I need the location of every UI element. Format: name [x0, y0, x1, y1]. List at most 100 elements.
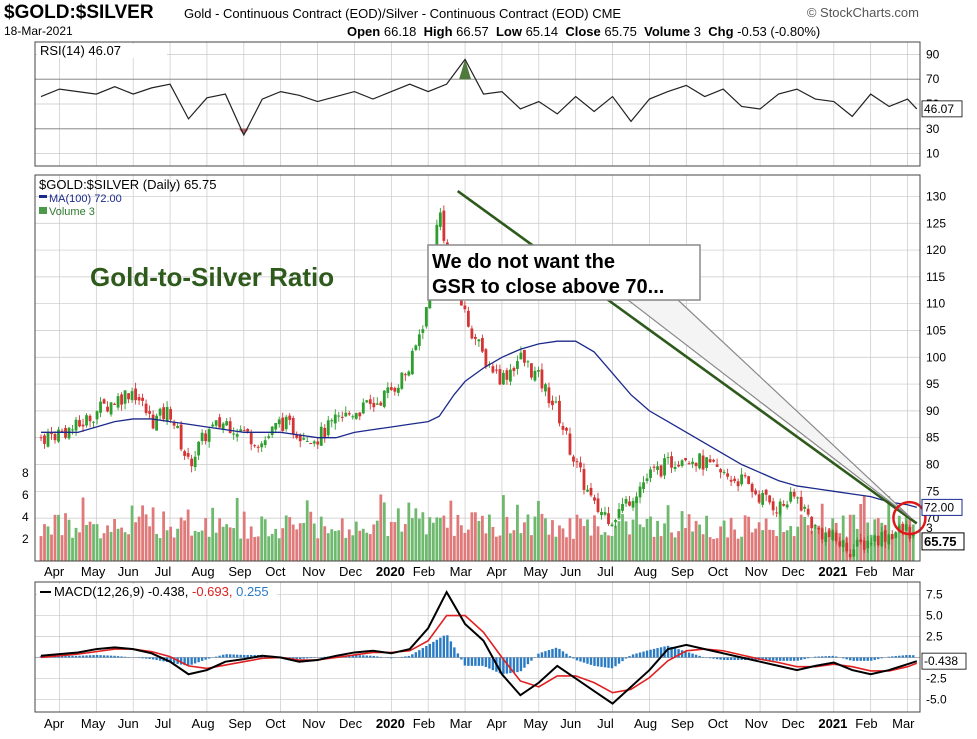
candle-body	[165, 406, 169, 422]
price-tick-label: 90	[926, 404, 940, 418]
upper-date-label: Nov	[745, 564, 769, 579]
macd-line	[40, 589, 918, 705]
macd-hist-bar	[726, 657, 729, 660]
price-tick-label: 75	[926, 484, 940, 498]
candle-body	[393, 387, 397, 392]
candle-body	[354, 413, 358, 419]
candle-body	[158, 408, 162, 416]
volume-bar	[740, 536, 744, 561]
candle-body	[260, 443, 264, 448]
candle-body	[442, 210, 446, 241]
candle-body	[862, 540, 866, 550]
volume-bar	[659, 536, 663, 561]
candle-body	[326, 420, 330, 436]
volume-bar	[484, 533, 488, 561]
volume-bar	[901, 530, 905, 561]
volume-bar	[365, 532, 369, 561]
volume-bar	[502, 495, 505, 561]
volume-bar	[750, 532, 754, 561]
macd-hist-bar	[842, 657, 845, 659]
candle-body	[386, 387, 390, 394]
candle-body	[537, 370, 540, 372]
upper-date-label: Oct	[708, 564, 729, 579]
macd-hist-bar	[603, 657, 607, 668]
chg-label: Chg	[708, 24, 734, 39]
macd-hist-bar	[673, 648, 677, 658]
volume-bar	[284, 515, 288, 561]
volume-bar	[736, 538, 740, 561]
volume-bar	[540, 513, 544, 561]
candle-body	[382, 390, 386, 407]
volume-bar	[509, 533, 512, 561]
macd-hist-bar	[228, 654, 232, 658]
candle-body	[151, 414, 155, 429]
volume-bar	[141, 505, 144, 561]
volume-bar	[526, 514, 530, 561]
macd-hist-bar	[621, 657, 624, 662]
macd-hist-bar	[579, 657, 582, 662]
volume-bar	[197, 532, 201, 561]
candle-body	[771, 501, 775, 511]
candle-body	[883, 530, 887, 542]
candle-body	[78, 420, 81, 427]
candle-body	[869, 543, 873, 545]
macd-hist-bar	[544, 651, 547, 658]
candle-body	[211, 424, 215, 427]
macd-hist-bar	[137, 657, 141, 659]
volume-bar	[239, 538, 243, 561]
candle-body	[887, 534, 891, 545]
candle-body	[519, 352, 523, 360]
volume-bar	[155, 533, 159, 561]
candle-body	[722, 471, 726, 473]
price-tick-label: 100	[926, 350, 946, 364]
volume-bar	[316, 538, 320, 561]
candle-body	[291, 417, 295, 435]
candle-body	[130, 391, 134, 401]
macd-hist-bar	[148, 657, 151, 659]
candle-body	[834, 532, 838, 542]
macd-hist-bar	[232, 654, 235, 658]
volume-bar	[148, 526, 151, 561]
volume-bar	[677, 531, 680, 561]
volume-bar	[887, 496, 891, 561]
candle-body	[169, 409, 173, 420]
volume-bar	[803, 516, 807, 561]
macd-hist-bar	[60, 655, 64, 658]
volume-bar	[890, 538, 894, 561]
volume-bar	[645, 518, 649, 561]
macd-hist-bar	[736, 657, 740, 660]
macd-hist-bar	[158, 657, 162, 661]
lower-date-label: Jul	[597, 716, 614, 731]
candle-body	[414, 345, 418, 350]
candle-body	[102, 399, 106, 404]
macd-hist-bar	[351, 655, 354, 658]
macd-hist-bar	[295, 657, 298, 659]
candle-body	[782, 503, 786, 506]
volume-bar	[298, 523, 302, 561]
volume-bar	[270, 533, 274, 561]
macd-hist-bar	[379, 656, 383, 658]
lower-date-label: Dec	[782, 716, 806, 731]
macd-hist-bar	[519, 657, 523, 672]
macd-hist-bar	[362, 655, 365, 658]
volume-bar	[670, 532, 673, 561]
candle-body	[838, 541, 842, 547]
macd-hist-bar	[523, 657, 526, 668]
macd-hist-bar	[624, 657, 628, 659]
candle-body	[480, 337, 484, 352]
macd-hist-bar	[92, 655, 95, 658]
macd-hist-bar	[365, 655, 368, 658]
upper-date-label: Feb	[413, 564, 435, 579]
candle-body	[533, 370, 537, 381]
macd-hist-bar	[628, 656, 631, 658]
volume-bar	[586, 519, 589, 561]
callout-text-line1: We do not want the	[432, 251, 615, 273]
macd-hist-bar	[309, 657, 312, 659]
volume-bar	[400, 531, 404, 561]
candle-body	[50, 433, 53, 435]
candle-body	[484, 349, 488, 367]
candle-body	[123, 390, 127, 404]
volume-bar	[46, 526, 50, 561]
macd-hist-bar	[95, 655, 99, 658]
volume-bar	[134, 522, 137, 561]
